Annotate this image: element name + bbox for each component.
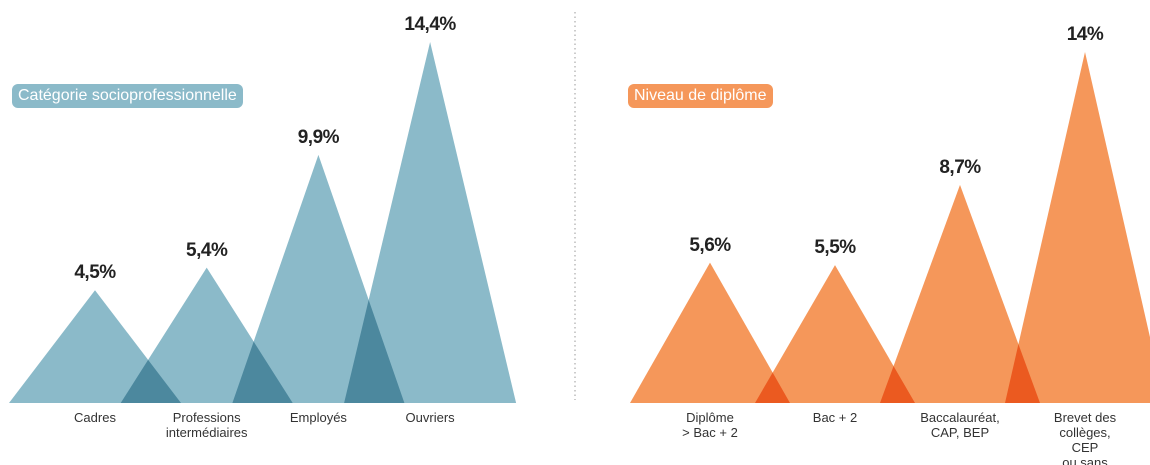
category-label: Diplôme > Bac + 2 bbox=[682, 410, 738, 440]
category-label: Employés bbox=[289, 410, 347, 425]
peak bbox=[344, 42, 517, 403]
peaks bbox=[9, 42, 517, 403]
peaks bbox=[630, 52, 1150, 403]
category-label: Cadres bbox=[74, 410, 116, 425]
peak bbox=[630, 262, 790, 403]
value-label: 5,4% bbox=[186, 239, 228, 261]
value-label: 9,9% bbox=[297, 126, 340, 148]
peak bbox=[1005, 52, 1150, 403]
peak bbox=[755, 265, 915, 403]
peak bbox=[880, 184, 1040, 403]
category-label: Bac + 2 bbox=[812, 410, 858, 425]
value-label: 5,5% bbox=[814, 237, 856, 259]
category-label: Brevet des collèges, CEP ou sans diplôme bbox=[1053, 410, 1117, 465]
value-label: 14% bbox=[1066, 24, 1104, 46]
panel-title: Niveau de diplôme bbox=[628, 84, 773, 108]
category-label: Professions intermédiaires bbox=[165, 410, 248, 440]
value-label: 5,6% bbox=[689, 234, 731, 256]
peak bbox=[9, 290, 181, 403]
category-label: Ouvriers bbox=[405, 410, 455, 425]
panel-title: Catégorie socioprofessionnelle bbox=[12, 84, 243, 108]
value-label: 4,5% bbox=[74, 262, 116, 284]
value-label: 14,4% bbox=[404, 14, 456, 35]
value-label: 8,7% bbox=[939, 156, 981, 178]
category-label: Baccalauréat, CAP, BEP bbox=[920, 410, 1000, 440]
